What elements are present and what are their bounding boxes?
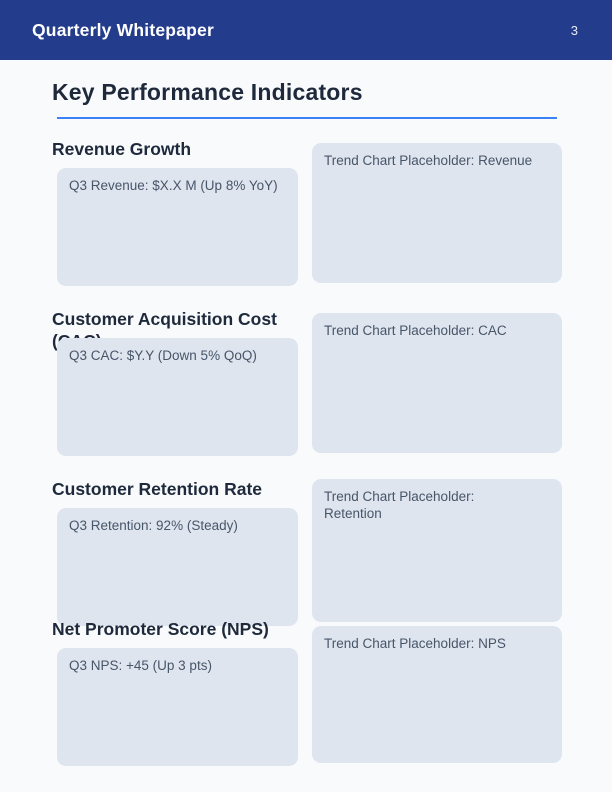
title-underline xyxy=(57,117,557,119)
metric-text-retention: Q3 Retention: 92% (Steady) xyxy=(69,518,238,533)
metric-text-cac: Q3 CAC: $Y.Y (Down 5% QoQ) xyxy=(69,348,257,363)
trend-placeholder-text-cac: Trend Chart Placeholder: CAC xyxy=(324,323,507,338)
section-heading-nps: Net Promoter Score (NPS) xyxy=(52,619,269,639)
trend-chart-placeholder-nps: Trend Chart Placeholder: NPS xyxy=(312,626,562,763)
metric-box-revenue: Q3 Revenue: $X.X M (Up 8% YoY) xyxy=(57,168,298,286)
metric-box-nps: Q3 NPS: +45 (Up 3 pts) xyxy=(57,648,298,766)
metric-box-cac: Q3 CAC: $Y.Y (Down 5% QoQ) xyxy=(57,338,298,456)
metric-text-revenue: Q3 Revenue: $X.X M (Up 8% YoY) xyxy=(69,178,278,193)
section-heading-retention: Customer Retention Rate xyxy=(52,479,263,499)
page-number: 3 xyxy=(570,22,578,38)
metric-text-nps: Q3 NPS: +45 (Up 3 pts) xyxy=(69,658,212,673)
trend-chart-placeholder-revenue: Trend Chart Placeholder: Revenue xyxy=(312,143,562,283)
trend-chart-placeholder-cac: Trend Chart Placeholder: CAC xyxy=(312,313,562,453)
trend-placeholder-text-nps: Trend Chart Placeholder: NPS xyxy=(324,636,506,651)
metric-box-retention: Q3 Retention: 92% (Steady) xyxy=(57,508,298,626)
trend-placeholder-text-revenue: Trend Chart Placeholder: Revenue xyxy=(324,153,533,168)
trend-placeholder-text-retention: Trend Chart Placeholder: Retention xyxy=(324,489,475,521)
header-bar: Quarterly Whitepaper 3 xyxy=(0,0,612,60)
page-title: Key Performance Indicators xyxy=(52,79,363,105)
trend-chart-placeholder-retention: Trend Chart Placeholder: Retention xyxy=(312,479,562,622)
document-title: Quarterly Whitepaper xyxy=(32,19,214,40)
section-heading-revenue-growth: Revenue Growth xyxy=(52,139,192,159)
